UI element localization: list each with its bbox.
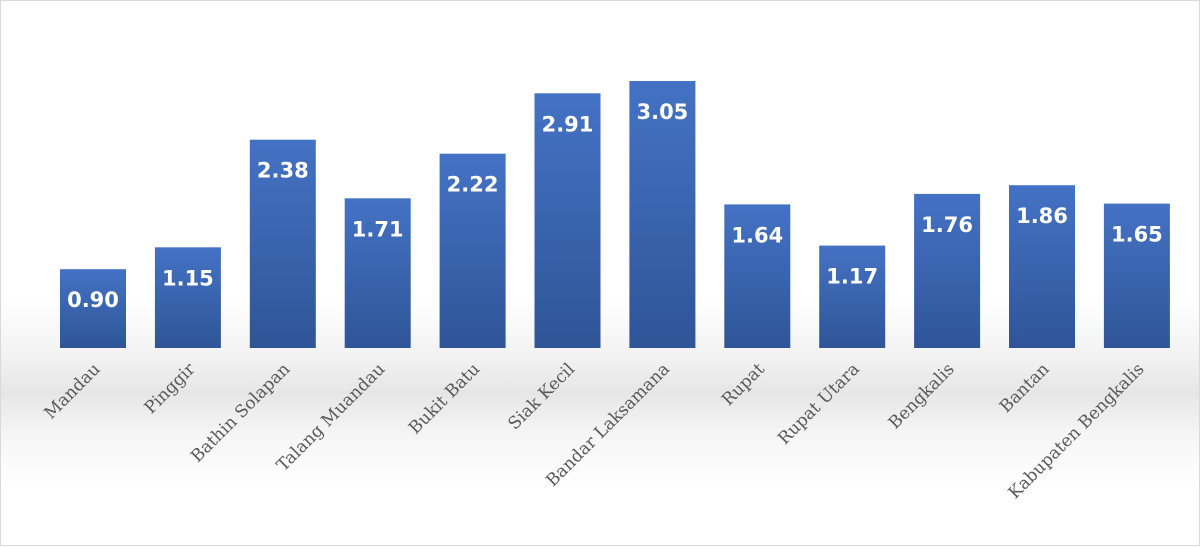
bar-rupat xyxy=(724,204,791,348)
value-labels-layer: 0.90 1.15 2.38 1.71 2.22 2.91 3.05 1.64 1.17 1.76… xyxy=(67,100,1163,312)
value-label: 2.91 xyxy=(542,112,594,136)
value-label: 2.38 xyxy=(257,159,309,183)
bar-mandau xyxy=(60,269,126,348)
bar-talang-muandau xyxy=(344,198,411,348)
bar-bengkalis xyxy=(914,193,981,348)
category-label: Rupat Utara xyxy=(774,359,863,448)
category-label: Pinggir xyxy=(141,359,200,418)
category-label: Siak Kecil xyxy=(504,359,579,434)
bar-pinggir xyxy=(154,247,221,348)
value-label: 1.65 xyxy=(1111,223,1163,247)
value-label: 3.05 xyxy=(636,100,688,124)
bar-bantan xyxy=(1009,185,1075,348)
bar-kabupaten-bengkalis xyxy=(1103,203,1170,348)
bar-bandar-laksamana xyxy=(629,81,696,348)
value-label: 1.15 xyxy=(162,266,214,290)
bar-rupat-utara xyxy=(819,245,886,348)
category-label: Rupat xyxy=(718,359,769,410)
value-label: 1.71 xyxy=(352,217,404,241)
category-label: Bengkalis xyxy=(885,359,959,433)
category-label: Bathin Solapan xyxy=(187,359,294,466)
bar-bathin-solapan xyxy=(249,139,316,348)
value-label: 2.22 xyxy=(447,173,499,197)
category-label: Bantan xyxy=(996,359,1054,417)
value-label: 0.90 xyxy=(67,288,119,312)
bar-siak-kecil xyxy=(534,93,601,348)
bars-layer xyxy=(60,81,1170,348)
value-label: 1.64 xyxy=(731,223,783,247)
bar-bukit-batu xyxy=(439,153,506,348)
value-label: 1.76 xyxy=(921,213,973,237)
value-label: 1.17 xyxy=(826,265,878,289)
value-label: 1.86 xyxy=(1016,204,1068,228)
category-label: Mandau xyxy=(41,359,105,423)
category-label: Bukit Batu xyxy=(405,359,484,438)
